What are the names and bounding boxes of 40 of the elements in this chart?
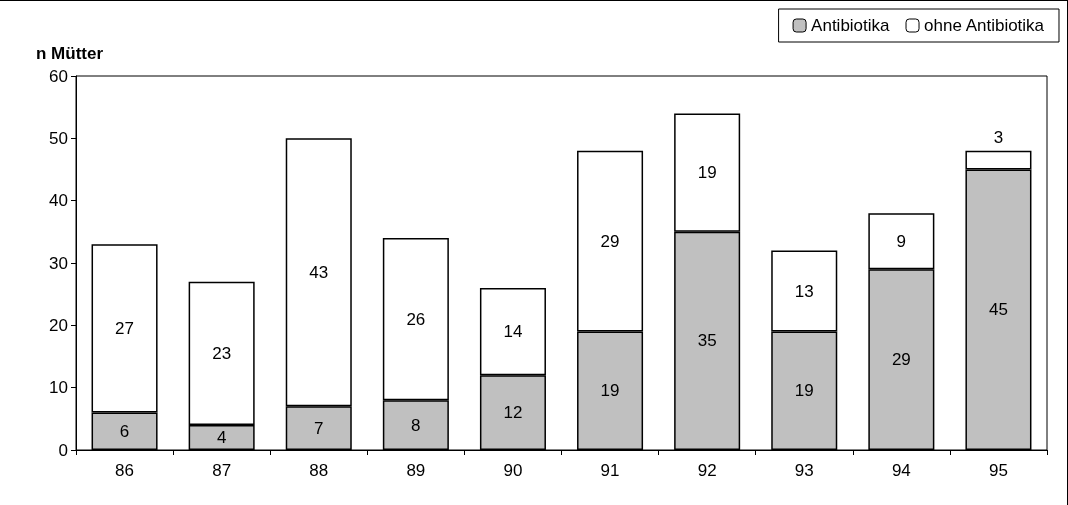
data-label: 19 <box>600 381 620 401</box>
x-tick-label: 95 <box>988 461 1008 480</box>
x-tick-label: 93 <box>794 461 814 480</box>
y-tick-label: 40 <box>49 191 68 211</box>
x-tick-label: 94 <box>891 461 911 480</box>
data-label: 4 <box>216 428 227 448</box>
data-label: 13 <box>794 281 814 301</box>
x-tick-label: 90 <box>503 461 523 480</box>
x-tick-label: 89 <box>406 461 426 480</box>
data-label: 45 <box>988 300 1008 320</box>
data-label: 14 <box>503 322 523 342</box>
y-tick-label: 0 <box>58 440 68 460</box>
y-tick-label: 30 <box>49 253 68 273</box>
x-tick-label: 86 <box>115 461 135 480</box>
x-tick-label: 88 <box>309 461 329 480</box>
x-tick-label: 92 <box>697 461 717 480</box>
data-label: 19 <box>794 381 814 401</box>
legend-label: ohne Antibiotika <box>924 16 1045 35</box>
data-label: 8 <box>411 415 421 435</box>
data-label: 12 <box>503 403 523 423</box>
data-label: 19 <box>697 163 717 183</box>
data-label: 23 <box>212 343 232 363</box>
data-label: 7 <box>314 418 324 438</box>
data-label: 6 <box>119 421 130 441</box>
data-label: 29 <box>600 231 620 251</box>
data-label: 43 <box>309 262 329 282</box>
legend-label: Antibiotika <box>811 16 891 35</box>
data-label: 9 <box>896 231 907 251</box>
x-tick-label: 91 <box>600 461 620 480</box>
data-label: 35 <box>697 331 717 351</box>
data-label: 29 <box>891 350 911 370</box>
x-tick-label: 87 <box>212 461 232 480</box>
y-tick-label: 50 <box>49 128 68 148</box>
data-label: 27 <box>115 318 135 338</box>
y-tick-label: 10 <box>49 378 68 398</box>
data-label: 3 <box>993 127 1004 147</box>
y-tick-label: 20 <box>49 315 68 335</box>
y-axis-title: n Mütter <box>36 44 104 63</box>
y-tick-label: 60 <box>49 66 68 86</box>
data-label: 26 <box>406 309 426 329</box>
